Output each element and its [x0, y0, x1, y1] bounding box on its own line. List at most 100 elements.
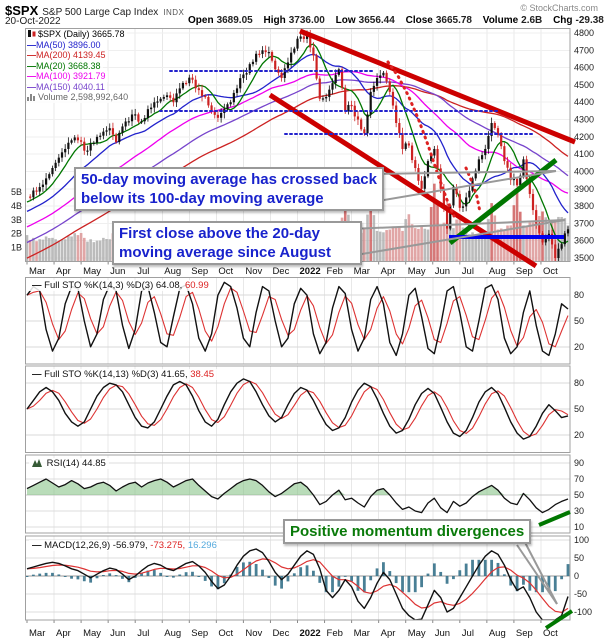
chart-header: $SPX S&P 500 Large Cap Index INDX: [5, 2, 184, 20]
svg-text:80: 80: [574, 290, 584, 300]
ma100-swatch: —: [27, 71, 36, 81]
open-label: Open: [188, 15, 214, 26]
high-label: High: [263, 15, 286, 26]
sto1-panel-border: [25, 277, 571, 365]
ticker-name: S&P 500 Large Cap Index: [42, 7, 159, 18]
svg-text:100: 100: [574, 535, 589, 545]
close-value: 3665.78: [435, 15, 472, 26]
volume-value: 2.6B: [521, 15, 543, 26]
svg-text:3700: 3700: [574, 218, 594, 228]
legend-ma150-row: —MA(150) 4040.11: [27, 81, 107, 92]
callout-ma-cross-a: [371, 170, 557, 175]
svg-text:-50: -50: [574, 589, 587, 599]
macd-legend: — MACD(12,26,9) -56.979, -73.275, 16.296: [29, 540, 220, 551]
macd-swatch: —: [32, 540, 42, 551]
svg-text:Oct: Oct: [543, 628, 558, 639]
open-value: 3689.05: [216, 15, 253, 26]
svg-text:Jun: Jun: [110, 266, 125, 277]
callout-first-close-b: [349, 219, 566, 257]
chg-label: Chg: [553, 15, 573, 26]
sto2-k-value: 41.65,: [161, 369, 188, 380]
svg-text:Mar: Mar: [354, 628, 370, 639]
annotation-first-close: First close above the 20-day moving aver…: [112, 221, 362, 266]
svg-text:0: 0: [574, 571, 579, 581]
rsi-legend: RSI(14) 44.85: [29, 458, 109, 469]
svg-text:20: 20: [574, 342, 584, 352]
svg-text:30: 30: [574, 506, 584, 516]
legend-price-label: $SPX (Daily) 3665.78: [38, 29, 125, 39]
close-label: Close: [405, 15, 433, 26]
svg-text:May: May: [408, 628, 426, 639]
rsi-label: RSI(14) 44.85: [46, 458, 106, 469]
svg-text:3B: 3B: [11, 215, 22, 225]
svg-text:10: 10: [574, 522, 584, 532]
red-dotted-curve-1: [386, 60, 456, 218]
svg-text:Jun: Jun: [435, 628, 450, 639]
svg-text:Feb: Feb: [327, 266, 343, 277]
svg-text:Aug: Aug: [489, 628, 506, 639]
svg-text:Apr: Apr: [381, 266, 396, 277]
chart-date: 20-Oct-2022: [5, 16, 61, 27]
svg-text:Jul: Jul: [137, 628, 149, 639]
sto2-d-value: 38.45: [190, 369, 215, 380]
sto1-label: Full STO %K(14,3) %D(3): [44, 280, 154, 291]
svg-text:Jun: Jun: [435, 266, 450, 277]
legend-ma100-row: —MA(100) 3921.79: [27, 71, 108, 82]
chg-value: -29.38 (-0.80%): [575, 15, 605, 26]
svg-text:Dec: Dec: [272, 266, 289, 277]
svg-text:50: 50: [574, 404, 584, 414]
svg-text:4B: 4B: [11, 201, 22, 211]
svg-text:May: May: [408, 266, 426, 277]
rsi-panel: [26, 478, 569, 514]
svg-text:90: 90: [574, 458, 584, 468]
svg-text:-100: -100: [574, 607, 592, 617]
main-legend: $SPX (Daily) 3665.78 —MA(50) 3896.00 —MA…: [27, 29, 131, 103]
svg-text:2022: 2022: [300, 266, 321, 277]
red-dotted-curve-2: [464, 166, 482, 214]
full-sto-slow-panel: [26, 378, 569, 440]
svg-text:May: May: [83, 628, 101, 639]
quote-row: Open 3689.05 High 3736.00 Low 3656.44 Close…: [188, 15, 605, 26]
callout-momentum-b: [516, 544, 558, 605]
ma20-label: MA(20) 3668.38: [36, 60, 101, 71]
svg-text:3800: 3800: [574, 201, 594, 211]
macd-hist-value: 16.296: [187, 540, 217, 551]
downtrend-upper: [299, 28, 576, 145]
svg-text:Dec: Dec: [272, 628, 289, 639]
svg-text:Mar: Mar: [29, 628, 45, 639]
svg-text:May: May: [83, 266, 101, 277]
low-value: 3656.44: [358, 15, 395, 26]
ma50-label: MA(50) 3896.00: [36, 39, 101, 50]
sto2-label: Full STO %K(14,13) %D(3): [44, 369, 159, 380]
legend-ma200-row: —MA(200) 4139.45: [27, 50, 108, 61]
sto1-d-value: 60.99: [184, 280, 209, 291]
sto2-swatch: —: [32, 369, 42, 380]
exchange-label: INDX: [163, 8, 185, 17]
ma100-label: MA(100) 3921.79: [36, 71, 106, 81]
svg-text:4400: 4400: [574, 97, 594, 107]
svg-text:Oct: Oct: [543, 266, 558, 277]
svg-text:Sep: Sep: [516, 628, 533, 639]
svg-text:Aug: Aug: [489, 266, 506, 277]
ticker-symbol: $SPX: [5, 3, 39, 18]
svg-text:3500: 3500: [574, 253, 594, 263]
svg-text:50: 50: [574, 553, 584, 563]
svg-text:Jul: Jul: [462, 266, 474, 277]
sto1-legend: — Full STO %K(14,3) %D(3) 64.08, 60.99: [29, 280, 212, 291]
callout-ma-cross-b: [371, 170, 557, 203]
svg-text:4200: 4200: [574, 132, 594, 142]
svg-text:Jun: Jun: [110, 628, 125, 639]
svg-text:4600: 4600: [574, 63, 594, 73]
svg-text:5B: 5B: [11, 187, 22, 197]
svg-text:Aug: Aug: [164, 266, 181, 277]
svg-text:3900: 3900: [574, 184, 594, 194]
svg-text:50: 50: [574, 316, 584, 326]
svg-text:4300: 4300: [574, 115, 594, 125]
ma150-swatch: —: [27, 81, 36, 92]
svg-text:Apr: Apr: [56, 628, 71, 639]
rsi-divergence-line: [538, 510, 571, 527]
rsi-area-icon: [32, 459, 42, 467]
macd-label: MACD(12,26,9): [44, 540, 111, 551]
ma200-swatch: —: [27, 50, 36, 60]
